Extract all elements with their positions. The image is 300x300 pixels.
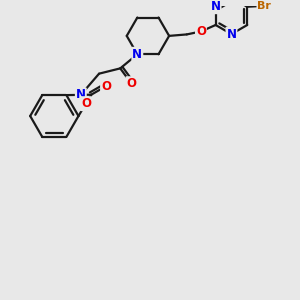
Text: O: O bbox=[196, 25, 206, 38]
Text: N: N bbox=[211, 0, 220, 13]
Text: O: O bbox=[81, 97, 91, 110]
Text: O: O bbox=[126, 77, 136, 90]
Text: O: O bbox=[101, 80, 111, 93]
Text: N: N bbox=[226, 28, 236, 40]
Text: N: N bbox=[76, 88, 86, 101]
Text: Br: Br bbox=[257, 1, 271, 11]
Text: N: N bbox=[132, 48, 142, 61]
